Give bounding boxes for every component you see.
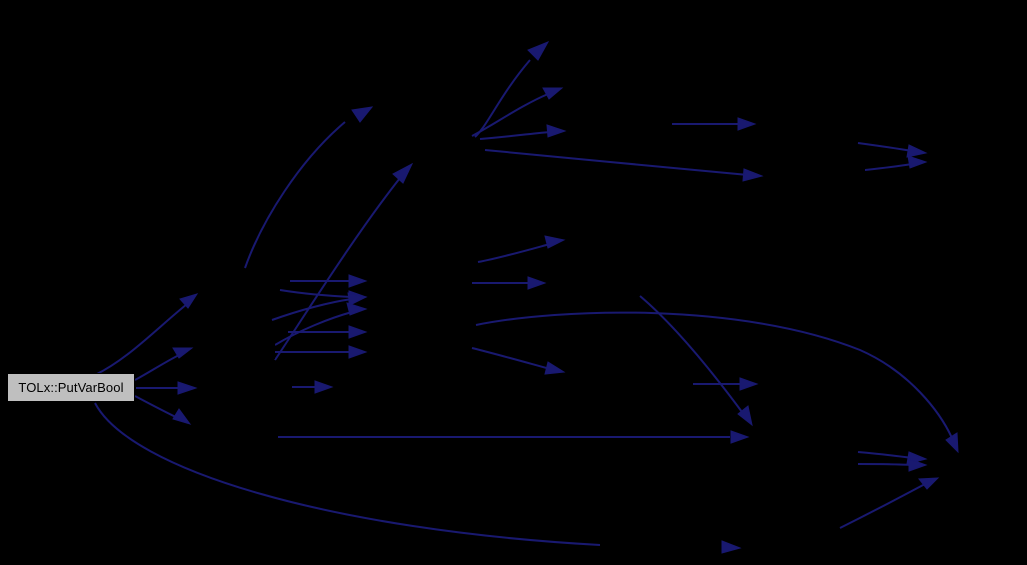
graph-edge — [94, 299, 193, 376]
graph-node[interactable] — [580, 126, 670, 148]
graph-node[interactable] — [378, 104, 458, 126]
graph-node[interactable] — [775, 165, 865, 187]
graph-edge-arrowhead — [172, 408, 192, 425]
graph-node[interactable] — [378, 378, 458, 400]
graph-edge — [479, 131, 551, 140]
graph-edge-arrowhead — [908, 458, 928, 472]
graph-node[interactable] — [205, 378, 275, 400]
graph-node[interactable] — [930, 140, 1020, 162]
graph-node[interactable] — [745, 533, 835, 555]
graph-edge-arrowhead — [177, 381, 198, 395]
graph-edge-arrowhead — [351, 106, 374, 123]
graph-edge — [475, 311, 953, 439]
graph-edge-arrowhead — [544, 361, 566, 375]
graph-edge-arrowhead — [907, 155, 928, 169]
graph-edge — [857, 451, 913, 459]
graph-edge-arrowhead — [348, 345, 368, 359]
graph-edge-arrowhead — [945, 432, 959, 454]
graph-edge-arrowhead — [172, 347, 194, 359]
graph-edge — [244, 121, 346, 269]
graph-edge — [477, 243, 551, 263]
graph-edge-arrowhead — [737, 117, 757, 131]
graph-node[interactable] — [378, 324, 458, 346]
graph-edge-arrowhead — [314, 380, 334, 394]
graph-edge — [271, 298, 353, 321]
graph-node[interactable] — [560, 272, 650, 294]
graph-edge — [484, 149, 749, 176]
graph-node[interactable] — [580, 80, 670, 102]
graph-edge-arrowhead — [906, 144, 928, 158]
graph-edge — [471, 93, 549, 137]
graph-edge-arrowhead — [544, 235, 566, 249]
graph-edge — [279, 289, 353, 298]
graph-node[interactable] — [765, 112, 855, 134]
graph-node[interactable] — [575, 28, 665, 50]
graph-edge-arrowhead — [918, 477, 940, 490]
graph-edge — [274, 311, 353, 346]
graph-node[interactable] — [205, 337, 275, 359]
graph-node[interactable] — [770, 375, 860, 397]
graph-edge-arrowhead — [542, 87, 564, 100]
graph-edge-arrowhead — [739, 377, 759, 391]
graph-edge — [274, 177, 401, 361]
graph-edge — [857, 463, 913, 466]
graph-edge-arrowhead — [742, 168, 764, 182]
graph-edge — [639, 295, 743, 413]
graph-node[interactable] — [378, 344, 458, 366]
graph-node-label: TOLx::PutVarBool — [18, 380, 124, 395]
graph-edge — [474, 59, 531, 138]
graph-node[interactable] — [205, 283, 275, 305]
graph-edge — [839, 483, 926, 529]
graph-edge — [857, 142, 913, 152]
graph-node[interactable] — [762, 428, 852, 450]
graph-edge — [94, 402, 601, 546]
graph-edge-arrowhead — [347, 292, 368, 306]
graph-node[interactable] — [960, 444, 1024, 466]
graph-node[interactable] — [378, 304, 458, 326]
graph-node[interactable] — [418, 160, 498, 182]
graph-edge-arrowhead — [348, 274, 368, 288]
graph-edge-arrowhead — [546, 124, 567, 138]
graph-node[interactable] — [580, 236, 670, 258]
graph-edge-arrowhead — [179, 293, 199, 309]
graph-edge-arrowhead — [348, 325, 368, 339]
graph-edge-arrowhead — [346, 302, 368, 316]
graph-edge-arrowhead — [737, 405, 753, 427]
graph-edge-arrowhead — [392, 162, 414, 184]
graph-edge-arrowhead — [527, 276, 547, 290]
graph-edge-arrowhead — [721, 540, 742, 554]
graph-edge-arrowhead — [730, 430, 750, 444]
graph-node-root[interactable]: TOLx::PutVarBool — [7, 373, 135, 402]
graph-node[interactable] — [580, 357, 670, 379]
graph-node[interactable] — [762, 408, 852, 430]
graph-edge — [471, 347, 551, 370]
graph-node[interactable] — [205, 410, 275, 432]
graph-edge-arrowhead — [527, 41, 550, 61]
